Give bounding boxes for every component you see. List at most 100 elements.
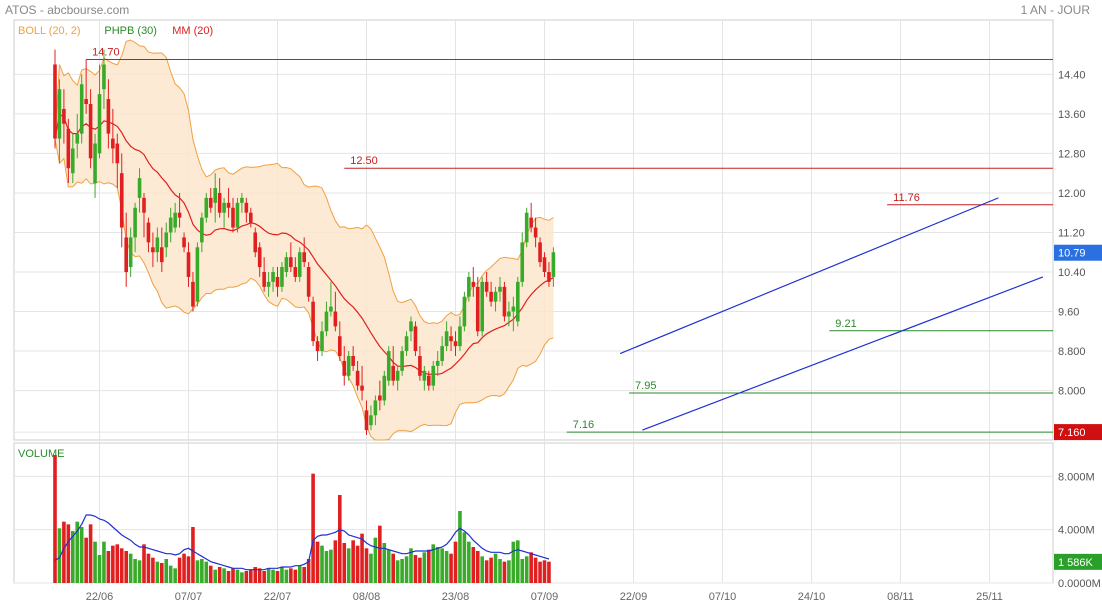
candle — [266, 272, 271, 297]
candle-body — [431, 365, 436, 386]
candle — [62, 89, 66, 144]
volume-bar — [289, 568, 293, 583]
candle — [124, 212, 128, 287]
period-selector[interactable]: 1 AN - JOUR — [1020, 3, 1090, 17]
candle-body — [382, 375, 387, 401]
volume-bar — [235, 569, 240, 583]
candle-body — [507, 311, 511, 317]
candle — [297, 247, 302, 282]
candle-body — [244, 202, 249, 213]
legend-entry: PHPB (30) — [104, 25, 157, 37]
last-indicator-tag-bg — [1054, 244, 1102, 261]
y-tick-label: 13.60 — [1058, 109, 1086, 121]
candle-body — [467, 276, 471, 297]
candle-body — [66, 128, 71, 169]
volume-bar — [484, 560, 489, 583]
level-label: 7.95 — [635, 380, 656, 392]
volume-bar — [351, 540, 355, 583]
candle — [458, 316, 462, 352]
volume-bar — [124, 551, 128, 583]
candle-body — [57, 89, 62, 139]
last-price-tag: 7.160 — [1058, 427, 1086, 439]
volume-bar — [88, 524, 93, 583]
candle-body — [71, 148, 75, 174]
candle — [155, 227, 160, 263]
volume-bar — [57, 528, 62, 583]
candle — [262, 257, 266, 292]
volume-bar — [173, 568, 177, 583]
candle-body — [284, 257, 289, 272]
volume-bar — [458, 511, 462, 583]
candle — [186, 242, 191, 287]
volume-bar — [467, 541, 471, 583]
candle — [115, 133, 120, 188]
y-tick-label: 14.40 — [1058, 69, 1086, 81]
candle-body — [164, 232, 169, 248]
x-tick-label: 08/08 — [353, 591, 381, 603]
candle — [333, 291, 338, 332]
last-indicator-tag: 10.79 — [1058, 248, 1086, 260]
candle — [128, 227, 133, 277]
x-tick-label: 07/07 — [175, 591, 203, 603]
candle — [524, 207, 529, 248]
candle-body — [280, 267, 284, 287]
candle-body — [155, 237, 160, 253]
volume-bar — [200, 559, 204, 583]
volume-bar — [128, 553, 133, 583]
x-tick-label: 08/11 — [887, 591, 914, 603]
volume-bar — [102, 541, 106, 583]
candle-body — [146, 222, 151, 243]
x-tick-label: 23/08 — [442, 591, 470, 603]
candle-body — [115, 143, 120, 164]
volume-bar — [378, 525, 382, 583]
candle — [511, 296, 516, 332]
candle-body — [173, 212, 177, 228]
candle — [306, 262, 311, 302]
volume-bar — [302, 567, 306, 583]
candle — [257, 242, 262, 277]
candle — [53, 49, 57, 149]
volume-bar — [444, 551, 449, 583]
candle — [71, 133, 75, 184]
volume-bar — [231, 568, 235, 583]
candle — [84, 59, 88, 114]
candle — [240, 192, 244, 213]
candle — [484, 272, 489, 297]
volume-bar — [342, 543, 347, 583]
candle — [369, 405, 373, 431]
candle — [480, 276, 484, 337]
candle-body — [160, 247, 164, 263]
channel-lower-line — [642, 276, 1044, 431]
volume-bar — [257, 568, 262, 583]
volume-bar — [137, 560, 142, 583]
candle-body — [320, 331, 324, 352]
candle-body — [84, 99, 88, 104]
candle — [182, 232, 186, 253]
candle-body — [440, 346, 444, 361]
candle — [217, 178, 222, 218]
candle-body — [53, 64, 57, 139]
candle — [471, 267, 476, 297]
volume-bar — [422, 552, 427, 583]
candle — [404, 331, 409, 356]
x-tick-label: 07/10 — [709, 591, 737, 603]
volume-bar — [471, 547, 476, 583]
candle-body — [493, 291, 498, 302]
candle — [520, 232, 525, 287]
x-tick-label: 22/06 — [86, 591, 114, 603]
volume-bar — [240, 572, 244, 583]
candle-body — [106, 99, 111, 134]
volume-bar — [431, 544, 436, 583]
candle-body — [231, 207, 235, 228]
volume-bar — [507, 560, 511, 583]
volume-bar — [266, 568, 271, 583]
volume-bar — [315, 541, 320, 583]
volume-bar — [547, 561, 551, 583]
candle-body — [271, 272, 275, 282]
x-tick-label: 22/09 — [620, 591, 648, 603]
candle — [244, 197, 249, 223]
volume-bar — [391, 553, 395, 583]
volume-tick-label: 8.000M — [1058, 471, 1095, 483]
candle-body — [378, 395, 382, 401]
